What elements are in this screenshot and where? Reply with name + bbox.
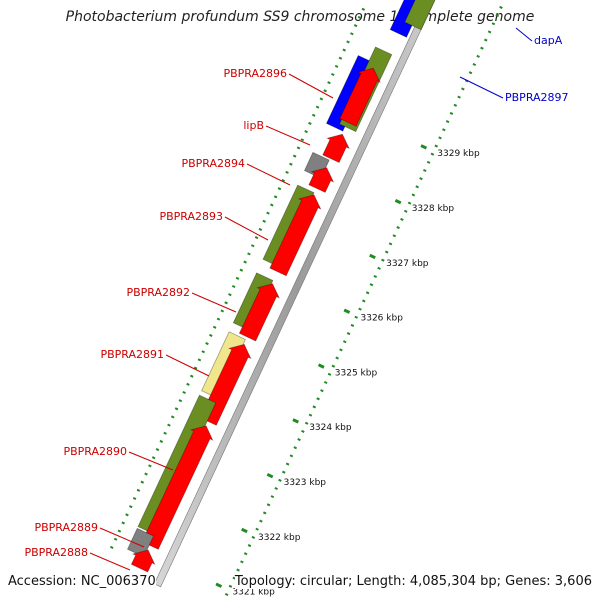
leader-PBPRA2892 [191,292,237,313]
leader-PBPRA2897 [459,76,504,99]
tick-mark-5 [317,363,325,369]
tick-label-7: 3323 kbp [284,478,327,488]
dotted-track-2 [222,5,503,600]
gene-label-PBPRA2889: PBPRA2889 [34,521,98,534]
dotted-tracks [108,5,503,600]
tick-mark-4 [343,308,351,314]
tick-label-5: 3325 kbp [335,368,378,378]
tick-label-8: 3322 kbp [258,533,301,543]
backbone-bar [153,0,436,588]
tick-mark-9 [215,582,223,588]
gene-label-PBPRA2890: PBPRA2890 [63,445,127,458]
tick-mark-2 [394,199,402,205]
leader-dapA [515,27,533,42]
gene-label-PBPRA2897: PBPRA2897 [505,91,569,104]
tick-mark-1 [420,144,428,150]
gene-red-18 [130,549,156,573]
gene-green-2 [404,0,436,31]
tick-label-1: 3329 kbp [437,149,480,159]
gene-labels: PBPRA2896 lipB PBPRA2894 PBPRA2893 PBPRA2892… [24,34,568,559]
tick-label-3: 3327 kbp [386,259,429,269]
leader-PBPRA2893 [224,216,269,241]
tick-mark-6 [292,418,299,424]
gene-label-PBPRA2894: PBPRA2894 [181,157,245,170]
gene-red-5 [339,67,381,127]
gene-red-6 [322,133,350,164]
gene-red-10 [269,194,322,277]
gene-red-16 [141,425,214,550]
leader-PBPRA2890 [128,451,174,471]
topology-text: Topology: circular; Length: 4,085,304 bp… [234,574,592,589]
gene-label-PBPRA2892: PBPRA2892 [126,286,190,299]
scale-ticks: 3329 kbp 3328 kbp 3327 kbp 3326 kbp 3325 kbp… [215,144,480,598]
gene-label-lipB: lipB [243,119,264,132]
tick-label-2: 3328 kbp [412,204,455,214]
tick-label-4: 3326 kbp [361,314,404,324]
tick-mark-8 [241,527,248,534]
tick-mark-3 [369,253,376,260]
leader-PBPRA2889 [99,527,145,548]
leader-PBPRA2888 [89,552,131,571]
tick-label-6: 3324 kbp [309,423,352,433]
leader-PBPRA2896 [288,73,334,99]
gene-label-PBPRA2891: PBPRA2891 [100,348,164,361]
gene-red-8 [308,167,335,193]
tick-mark-7 [266,473,274,479]
gene-features [126,0,436,573]
gene-label-PBPRA2888: PBPRA2888 [24,546,88,559]
gene-label-dapA: dapA [534,34,563,47]
label-leaders [89,27,533,571]
gene-red-12 [238,283,281,342]
tick-label-9: 3321 kbp [232,588,275,598]
leader-lipB [265,125,311,146]
gene-label-PBPRA2896: PBPRA2896 [223,67,287,80]
dotted-track-1 [108,7,366,553]
leader-PBPRA2891 [165,354,210,377]
backbone [153,0,436,588]
gene-label-PBPRA2893: PBPRA2893 [159,210,223,223]
leader-PBPRA2894 [246,163,291,186]
accession-text: Accession: NC_006370 [8,574,156,589]
